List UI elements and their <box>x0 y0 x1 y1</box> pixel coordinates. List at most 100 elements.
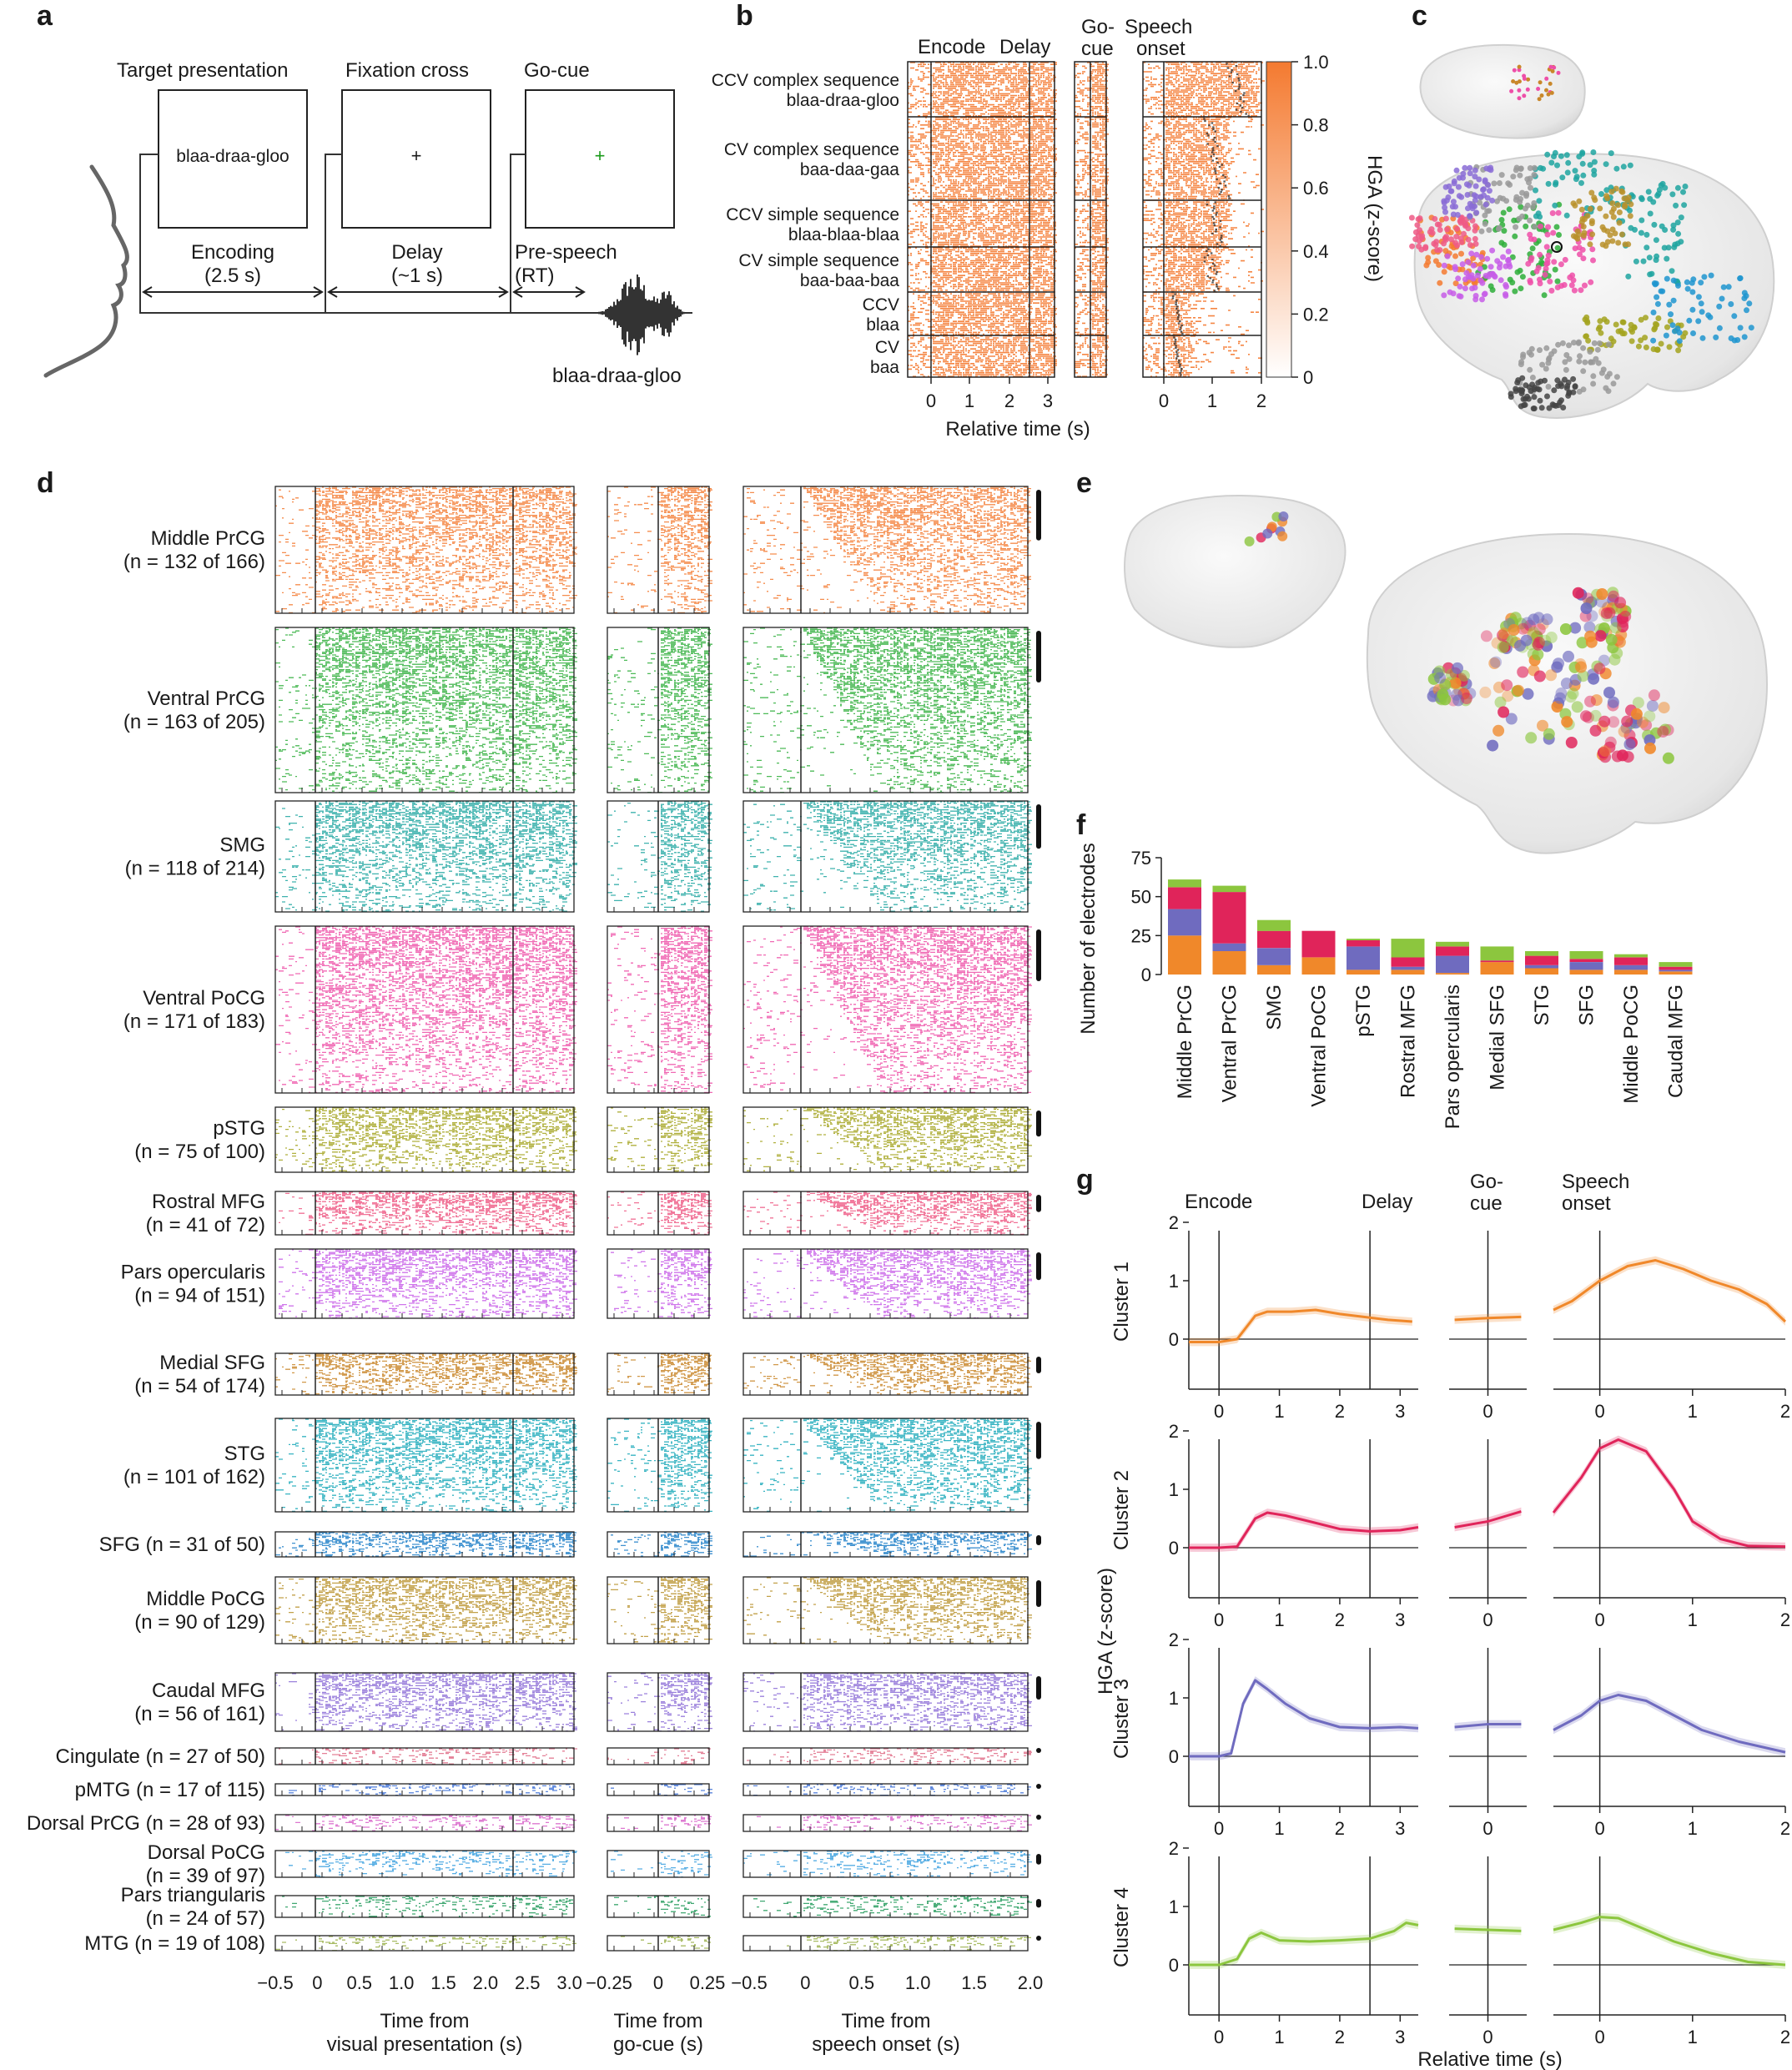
scale-bar <box>1036 1535 1041 1545</box>
waveform-trace <box>593 274 693 355</box>
colorbar-tick: 0 <box>1303 367 1313 388</box>
bar-xtick: Medial SFG <box>1487 985 1509 1090</box>
region-label: pSTG <box>213 1117 265 1140</box>
raster-trace <box>275 801 577 912</box>
bar-segment <box>1436 941 1469 947</box>
cluster-ytick: 0 <box>1169 1955 1179 1976</box>
b-xtick: 2 <box>1256 390 1266 411</box>
raster-frame <box>742 1248 1029 1319</box>
bar-segment <box>1659 971 1693 975</box>
scale-bar <box>1036 1422 1041 1459</box>
raster-trace <box>275 1532 576 1557</box>
bar-segment <box>1436 973 1469 975</box>
raster-frame <box>742 1747 1029 1765</box>
bar-segment <box>1391 939 1425 958</box>
cluster-xtick: 2 <box>1780 1818 1790 1839</box>
cluster-chart: Cluster 4 0 1 2 0 1 2 3 0 0 1 2 <box>1110 1838 1790 2047</box>
phase-delay-duration: (~1 s) <box>391 264 443 287</box>
bar-ylabel: Number of electrodes <box>1077 843 1100 1034</box>
raster-trace <box>787 1936 1031 1952</box>
phase-delay: Delay <box>391 241 442 264</box>
bar-ytick: 0 <box>1141 964 1151 985</box>
raster-trace <box>743 1577 1032 1644</box>
d-xtick: 0.5 <box>346 1972 372 1993</box>
scale-bar <box>1036 1195 1041 1212</box>
brain-medial-small <box>1419 43 1586 139</box>
raster-d-x-ticks: −0.5 0 0.5 1.0 1.5 2.0 2.5 3.0 −0.25 0 0.25 −0.5 0 0.… <box>257 1972 1043 1993</box>
bar-segment <box>1301 930 1336 958</box>
bar-segment <box>1347 946 1380 970</box>
region-label: Dorsal PrCG (n = 28 of 93) <box>27 1812 265 1835</box>
region-label: Dorsal PoCG <box>148 1841 265 1864</box>
panel-b-label: b <box>736 0 753 32</box>
b-row-sublabel: blaa-draa-gloo <box>787 91 899 110</box>
scale-bar <box>1036 804 1041 849</box>
bar-segment <box>1168 909 1201 936</box>
scale-bar <box>1036 929 1041 981</box>
b-row-sublabel: baa-daa-gaa <box>800 160 899 179</box>
panel-d: d Middle PrCG(n = 132 of 166) Ventral PrC… <box>27 467 1043 2056</box>
d-xtick: 1.0 <box>905 1972 931 1993</box>
bar-segment <box>1168 935 1201 975</box>
speech-end-markers <box>1171 60 1250 376</box>
cluster-label: Cluster 4 <box>1110 1887 1133 1967</box>
cluster-xtick: 1 <box>1274 2027 1284 2047</box>
cluster-label: Cluster 2 <box>1110 1470 1133 1550</box>
region-label: SFG (n = 31 of 50) <box>99 1534 265 1556</box>
cluster-xtick: 3 <box>1395 1818 1405 1839</box>
b-row-sublabel: blaa <box>866 315 899 335</box>
region-count: (n = 41 of 72) <box>146 1214 265 1236</box>
scale-bar <box>1036 1676 1041 1700</box>
region-count: (n = 75 of 100) <box>134 1141 265 1163</box>
bar-segment <box>1212 951 1246 975</box>
raster-trace <box>275 1577 577 1644</box>
cluster-xtick: 0 <box>1214 1609 1224 1630</box>
region-count: (n = 39 of 97) <box>146 1865 265 1887</box>
cluster-line <box>1454 1510 1522 1529</box>
colorbar-tick: 1.0 <box>1303 52 1329 73</box>
scale-bar <box>1036 631 1041 682</box>
raster-frame <box>742 1783 1029 1796</box>
colorbar-ticks: 1.0 0.8 0.6 0.4 0.2 0 <box>1291 52 1329 388</box>
cluster-xtick: 0 <box>1214 2027 1224 2047</box>
raster-trace <box>285 1851 577 1878</box>
cluster-xtick: 0 <box>1594 2027 1604 2047</box>
cluster-ytick: 2 <box>1169 1838 1179 1859</box>
cluster-xtick: 3 <box>1395 2027 1405 2047</box>
bar-segment <box>1569 970 1603 975</box>
raster-frame <box>274 1352 575 1396</box>
bar-segment <box>1391 966 1425 970</box>
raster-trace <box>607 1673 712 1732</box>
region-label: Medial SFG <box>159 1352 265 1374</box>
raster-trace <box>607 1577 712 1644</box>
raster-trace <box>753 1896 1032 1917</box>
raster-frame <box>742 925 1029 1094</box>
face-profile <box>43 164 129 378</box>
bar-segment <box>1525 951 1558 956</box>
phase-rt: (RT) <box>515 264 555 287</box>
raster-frame <box>274 1418 575 1513</box>
region-label: Ventral PoCG <box>143 987 265 1010</box>
bar-segment <box>1569 959 1603 962</box>
raster-trace <box>743 926 1032 1094</box>
region-count: (n = 118 of 214) <box>125 858 265 880</box>
cluster-xtick: 0 <box>1594 1609 1604 1630</box>
g-xlabel: Relative time (s) <box>1417 2048 1562 2070</box>
raster-trace <box>743 1249 1032 1319</box>
b-row-label: CV complex sequence <box>724 140 899 159</box>
cluster-xtick: 0 <box>1482 1818 1492 1839</box>
scale-bar <box>1036 1357 1041 1373</box>
raster-frame <box>274 800 575 913</box>
bar-xtick: SFG <box>1576 985 1598 1025</box>
speech-waveform <box>593 274 693 355</box>
stage-title-fixation: Fixation cross <box>345 59 469 82</box>
b-row-sublabel: blaa-blaa-blaa <box>788 225 899 244</box>
bar-segment <box>1659 970 1693 972</box>
b-row-label: CCV <box>863 295 899 315</box>
raster-b-x-ticks: 0 1 2 3 0 1 2 <box>926 377 1266 411</box>
scale-dot <box>1036 1748 1041 1753</box>
spoken-word: blaa-draa-gloo <box>552 365 682 387</box>
bar-segment <box>1436 946 1469 956</box>
cluster-ytick: 2 <box>1169 1629 1179 1650</box>
raster-trace <box>279 1191 577 1236</box>
